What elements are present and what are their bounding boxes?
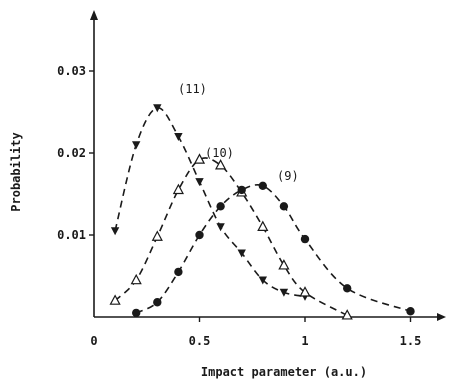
x-axis-arrow [437,313,446,321]
data-point-circle [237,185,246,195]
data-point-filled-triangle [195,178,204,187]
data-point-open-triangle [214,159,227,170]
data-point-open-triangle [109,294,121,305]
data-point-open-triangle [299,286,311,297]
x-axis-title: Impact parameter (a.u.) [201,365,367,379]
x-tick-label: 0 [90,334,97,348]
x-tick-label: 0.5 [189,334,211,348]
y-tick-label: 0.02 [57,146,86,160]
series-lines [114,107,411,317]
data-point-filled-triangle [237,249,246,258]
series-label: (11) [178,82,207,96]
data-point-open-triangle [341,309,353,320]
data-point-circle [153,298,162,307]
data-point-circle [343,284,352,293]
labels: Impact parameter (a.u.) Probability (11) (1… [9,82,367,379]
y-axis-title: Probability [9,132,23,211]
data-point-circle [406,307,415,316]
series-markers [109,104,415,320]
data-point-open-triangle [172,183,185,195]
data-point-filled-triangle [110,227,120,236]
data-point-filled-triangle [132,141,141,150]
data-point-open-triangle [257,220,269,231]
series-line [114,107,306,298]
data-point-filled-triangle [216,223,225,232]
data-point-open-triangle [278,259,290,270]
series-line [114,157,348,317]
x-tick-label: 1.5 [400,334,422,348]
data-point-circle [195,230,204,240]
data-point-circle [279,202,289,211]
data-point-filled-triangle [174,133,183,141]
data-point-filled-triangle [279,288,289,297]
series-label: (10) [205,146,234,160]
data-point-circle [300,234,310,244]
data-point-open-triangle [130,273,142,285]
data-point-circle [258,181,267,190]
data-point-circle [132,308,141,318]
data-point-filled-triangle [258,276,267,285]
data-point-open-triangle [151,230,163,241]
y-tick-label: 0.03 [57,64,86,78]
data-point-open-triangle [193,153,206,164]
data-point-filled-triangle [153,104,162,113]
ticks: 0 0.5 1 1.5 0.01 0.02 0.03 [57,64,421,348]
data-point-circle [174,267,183,277]
y-tick-label: 0.01 [57,228,86,242]
y-axis-arrow [90,10,98,20]
series-line [135,184,411,314]
series-label: (9) [277,169,299,183]
x-tick-label: 1 [301,334,308,348]
data-point-circle [216,202,225,211]
axes [90,10,446,321]
